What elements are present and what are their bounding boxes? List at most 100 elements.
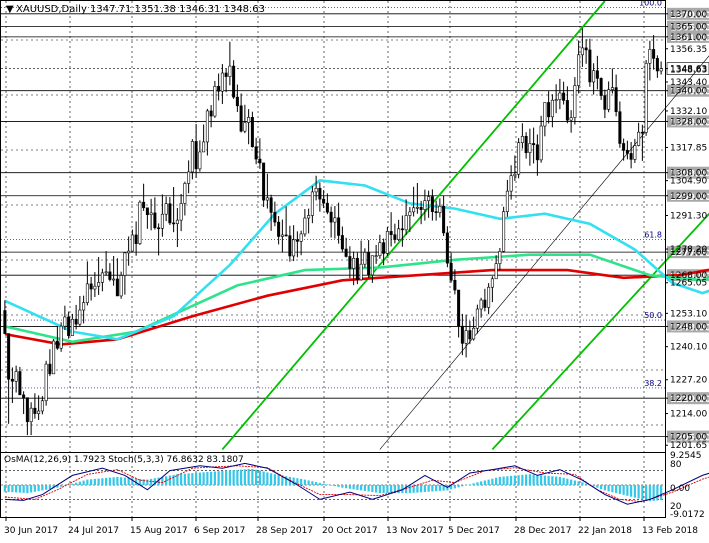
candle: [232, 60, 236, 99]
osc-axis-label: 20: [670, 502, 682, 512]
y-tick-label: 1227.20: [670, 376, 707, 386]
osma-bar: [315, 482, 318, 485]
candle-body: [149, 212, 153, 216]
candle: [235, 84, 239, 112]
candle: [344, 237, 348, 258]
osma-bar: [558, 476, 561, 485]
osma-bar: [607, 485, 610, 492]
candle: [307, 208, 311, 234]
candle: [648, 40, 652, 81]
candle-body: [543, 102, 547, 127]
candle: [472, 316, 476, 341]
candle-body: [629, 153, 633, 160]
y-tick-label: 1365.00: [670, 23, 707, 33]
osma-bar: [465, 485, 468, 486]
osma-bar: [330, 485, 333, 486]
candle-body: [378, 242, 382, 257]
candle: [145, 207, 149, 229]
candle-body: [232, 65, 236, 98]
candle: [310, 186, 314, 224]
osma-bar: [326, 484, 329, 485]
ma-slow-line: [4, 268, 709, 346]
candle: [502, 206, 506, 253]
fibo-level-label: 38.2: [644, 379, 662, 388]
osma-bar: [570, 479, 573, 485]
candle: [580, 28, 584, 67]
candle: [415, 182, 419, 214]
candle-body: [187, 171, 191, 184]
candle: [483, 288, 487, 312]
osma-bar: [645, 485, 648, 501]
candle-body: [265, 197, 269, 201]
osma-bar: [603, 485, 606, 491]
candle-body: [640, 131, 644, 134]
osma-bar: [510, 475, 513, 485]
osma-bar: [495, 477, 498, 485]
osma-bar: [468, 484, 471, 485]
candle-body: [175, 219, 179, 224]
candle-body: [367, 252, 371, 276]
candle-body: [108, 271, 112, 280]
candle-body: [453, 280, 457, 291]
candle-body: [254, 146, 258, 160]
candle: [550, 94, 554, 128]
y-tick-label: 1343.40: [670, 78, 707, 88]
candle-body: [280, 234, 284, 237]
candle: [430, 189, 434, 221]
candle: [539, 115, 543, 163]
candle-body: [558, 92, 562, 100]
candle: [292, 225, 296, 262]
osma-bar: [90, 479, 93, 485]
candle: [475, 304, 479, 334]
y-tick-label: 1240.10: [670, 343, 707, 353]
y-tick-label: 1205.00: [670, 433, 707, 443]
candle-body: [374, 255, 378, 258]
candle: [584, 39, 588, 64]
osma-bar: [281, 475, 284, 485]
x-tick-label: 28 Dec 2017: [514, 526, 572, 536]
ma-fast-line: [4, 179, 709, 341]
candle: [14, 365, 18, 393]
candle-body: [659, 68, 663, 72]
candle-body: [648, 49, 652, 64]
y-tick-label: 1304.90: [670, 177, 707, 187]
price-level-label: 1205.00: [670, 434, 709, 444]
osma-bar: [382, 485, 385, 494]
candle: [408, 207, 412, 232]
candle: [194, 124, 198, 178]
candle: [44, 360, 48, 406]
osma-bar: [183, 473, 186, 485]
candle-body: [389, 231, 393, 235]
candle: [209, 105, 213, 128]
osma-bar: [97, 478, 100, 485]
candle: [453, 269, 457, 295]
candle: [543, 102, 547, 137]
price-level-label: 1220.00: [670, 395, 709, 405]
candle-body: [599, 78, 603, 96]
candle-body: [235, 96, 239, 107]
osma-bar: [416, 485, 419, 493]
osma-bar: [153, 478, 156, 485]
candle-body: [539, 125, 543, 161]
candle: [130, 229, 134, 252]
candle-body: [637, 131, 641, 146]
candle-body: [127, 250, 131, 254]
osma-bar: [450, 485, 453, 490]
candle: [40, 396, 44, 415]
candle: [487, 283, 491, 315]
candle-body: [393, 234, 397, 240]
candle-body: [445, 232, 449, 264]
osma-bar: [270, 473, 273, 485]
osma-bar: [187, 473, 190, 485]
osma-bar: [513, 475, 516, 485]
candle: [427, 190, 431, 218]
osma-bar: [528, 474, 531, 485]
candle-body: [48, 363, 52, 375]
osma-bar: [378, 485, 381, 494]
stoch-main-line: [4, 462, 709, 505]
candle: [168, 197, 172, 225]
osma-bar: [453, 485, 456, 489]
candle-body: [209, 110, 213, 117]
osma-bar: [641, 485, 644, 500]
